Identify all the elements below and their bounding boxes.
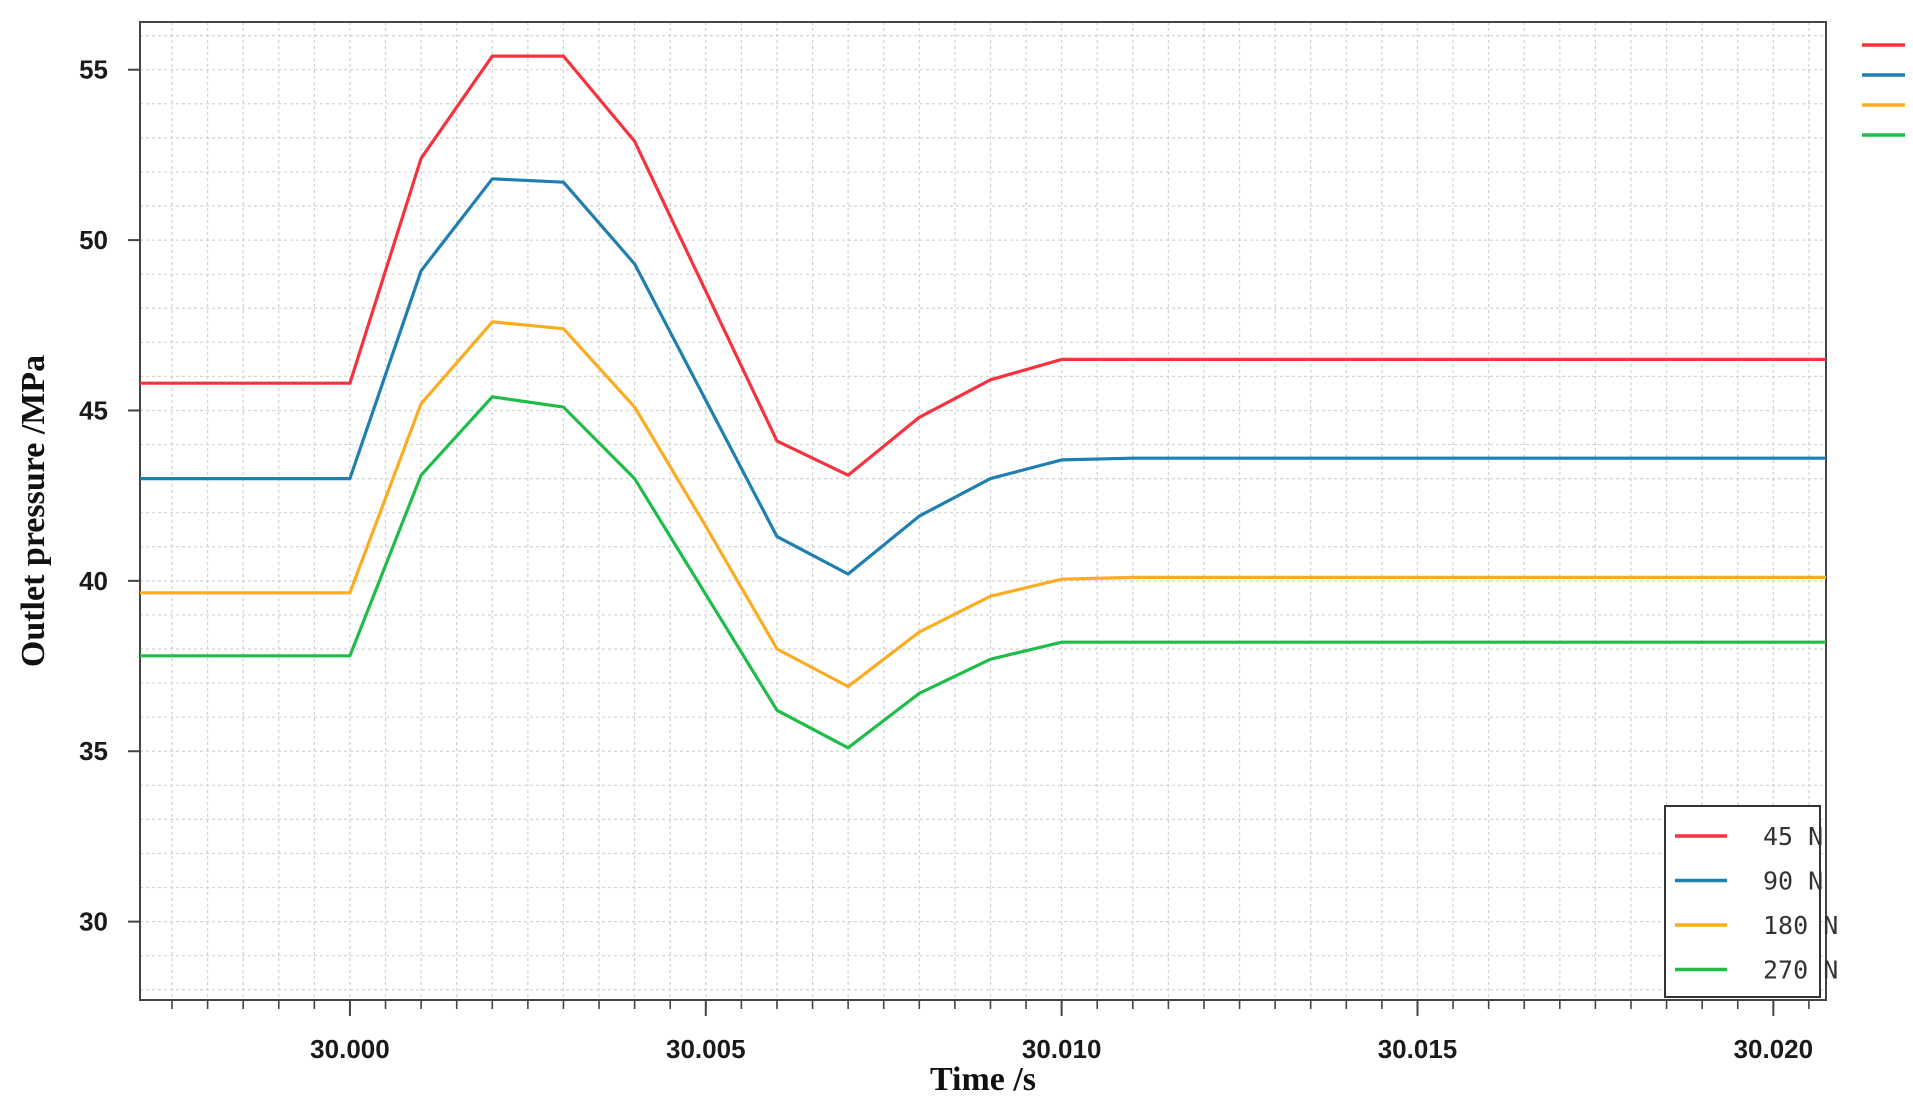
- grid: [140, 22, 1826, 1000]
- x-tick-label: 30.010: [1022, 1034, 1102, 1064]
- y-tick-label: 50: [79, 225, 108, 255]
- x-tick-label: 30.020: [1734, 1034, 1814, 1064]
- series-layer: [140, 54, 1826, 750]
- y-tick-label: 35: [79, 736, 108, 766]
- y-tick-label: 40: [79, 566, 108, 596]
- legend-label: 180 N: [1763, 911, 1838, 940]
- series-line: [140, 177, 1826, 576]
- plot-frame: [139, 21, 1827, 1001]
- y-axis-title: Outlet pressure /MPa: [15, 355, 52, 667]
- legend-label: 270 N: [1763, 956, 1838, 985]
- axis-ticks: 30.000 30.005 30.010 30.015 30.020 30 35 40 45 50…: [79, 55, 1813, 1064]
- series-line: [140, 395, 1826, 750]
- legend-label: 45 N: [1763, 822, 1823, 851]
- y-tick-label: 55: [79, 55, 108, 85]
- legend-box: [1664, 805, 1821, 998]
- x-tick-label: 30.000: [310, 1034, 390, 1064]
- y-tick-label: 45: [79, 395, 108, 425]
- series-line: [140, 320, 1826, 689]
- y-tick-label: 30: [79, 907, 108, 937]
- x-axis-title: Time /s: [930, 1061, 1036, 1098]
- x-tick-label: 30.015: [1378, 1034, 1458, 1064]
- legend-label: 90 N: [1763, 867, 1823, 896]
- legend: 45 N 90 N 180 N 270 N: [1664, 805, 1838, 998]
- series-line: [140, 54, 1826, 477]
- x-tick-label: 30.005: [666, 1034, 746, 1064]
- corner-legend: [1862, 43, 1905, 137]
